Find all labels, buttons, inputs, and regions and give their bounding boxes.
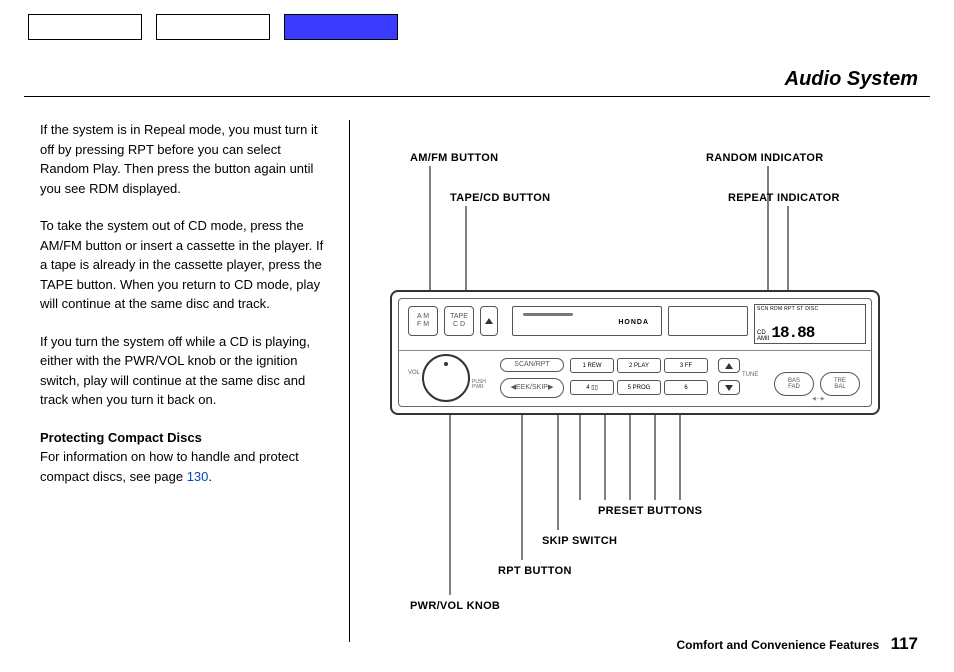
callout-preset: PRESET BUTTONS xyxy=(598,505,702,517)
eject-button[interactable] xyxy=(480,306,498,336)
tre-bal-button[interactable]: TREBAL xyxy=(820,372,860,396)
preset-row-bottom: 4 ▯▯ 5 PROG 6 xyxy=(570,380,708,395)
callout-skip: SKIP SWITCH xyxy=(542,535,617,547)
body-text-column: If the system is in Repeal mode, you mus… xyxy=(40,120,350,642)
tune-up-icon xyxy=(725,363,733,369)
tune-label: TUNE xyxy=(742,372,758,378)
callout-random: RANDOM INDICATOR xyxy=(706,152,823,164)
tab-3-active[interactable] xyxy=(284,14,398,40)
preset-3[interactable]: 3 FF xyxy=(664,358,708,373)
preset-row-top: 1 REW 2 PLAY 3 FF xyxy=(570,358,708,373)
tab-2[interactable] xyxy=(156,14,270,40)
callout-tapecd: TAPE/CD BUTTON xyxy=(450,192,550,204)
protecting-cd-paragraph: Protecting Compact Discs For information… xyxy=(40,428,329,487)
footer-page-number: 117 xyxy=(891,634,918,653)
seek-skip-switch[interactable]: ◀EEK/SKIP▶ xyxy=(500,378,564,398)
callout-repeat: REPEAT INDICATOR xyxy=(728,192,840,204)
paragraph-3: If you turn the system off while a CD is… xyxy=(40,332,329,410)
preset-5[interactable]: 5 PROG xyxy=(617,380,661,395)
scan-rpt-button[interactable]: SCAN/RPT xyxy=(500,358,564,372)
trebal-label: TREBAL xyxy=(834,378,846,390)
vol-label: VOL xyxy=(408,370,420,376)
amfm-button[interactable]: A MF M xyxy=(408,306,438,336)
amfm-label: A MF M xyxy=(417,313,429,328)
display-mode: CDAMII xyxy=(757,330,769,342)
page-title: Audio System xyxy=(785,68,918,91)
tapecd-label: TAPEC D xyxy=(450,313,468,328)
diagram-column: AM/FM BUTTON TAPE/CD BUTTON RANDOM INDIC… xyxy=(350,120,924,642)
paragraph-2: To take the system out of CD mode, press… xyxy=(40,216,329,314)
cassette-door xyxy=(668,306,748,336)
footer-section: Comfort and Convenience Features xyxy=(677,638,880,652)
preset-4[interactable]: 4 ▯▯ xyxy=(570,380,614,395)
cassette-groove xyxy=(523,313,573,316)
preset-6[interactable]: 6 xyxy=(664,380,708,395)
tab-1[interactable] xyxy=(28,14,142,40)
paragraph-1: If the system is in Repeal mode, you mus… xyxy=(40,120,329,198)
protecting-heading: Protecting Compact Discs xyxy=(40,430,202,445)
tune-up-button[interactable] xyxy=(718,358,740,373)
tapecd-button[interactable]: TAPEC D xyxy=(444,306,474,336)
preset-2[interactable]: 2 PLAY xyxy=(617,358,661,373)
tune-down-button[interactable] xyxy=(718,380,740,395)
cassette-slot: HONDA xyxy=(512,306,662,336)
callout-rpt: RPT BUTTON xyxy=(498,565,572,577)
protecting-body: For information on how to handle and pro… xyxy=(40,449,299,484)
seekskip-label: ◀EEK/SKIP▶ xyxy=(511,384,554,392)
eject-icon xyxy=(485,318,493,324)
content-area: If the system is in Repeal mode, you mus… xyxy=(40,120,924,642)
page-footer: Comfort and Convenience Features 117 xyxy=(677,634,919,654)
basfad-label: BASFAD xyxy=(788,378,800,390)
pwr-label: PUSHPWR xyxy=(472,380,486,390)
tone-arrow-icon: ◀—▶ xyxy=(812,396,825,402)
radio-unit: A MF M TAPEC D HONDA SCN RDM RPT ST DISC… xyxy=(390,290,880,415)
page-link-130[interactable]: 130 xyxy=(187,469,209,484)
header-tabs xyxy=(28,14,398,40)
tune-down-icon xyxy=(725,385,733,391)
period: . xyxy=(208,469,212,484)
brand-label: HONDA xyxy=(618,319,649,326)
callout-pwrvol: PWR/VOL KNOB xyxy=(410,600,500,612)
bas-fad-button[interactable]: BASFAD xyxy=(774,372,814,396)
title-rule xyxy=(24,96,930,97)
preset-1[interactable]: 1 REW xyxy=(570,358,614,373)
callout-amfm: AM/FM BUTTON xyxy=(410,152,498,164)
display-top-row: SCN RDM RPT ST DISC xyxy=(757,306,863,312)
display-digits: 18.88 xyxy=(771,324,814,342)
pwr-vol-knob[interactable] xyxy=(422,354,470,402)
scanrpt-label: SCAN/RPT xyxy=(514,361,549,369)
lcd-display: SCN RDM RPT ST DISC CDAMII 18.88 xyxy=(754,304,866,344)
radio-separator xyxy=(398,350,872,351)
